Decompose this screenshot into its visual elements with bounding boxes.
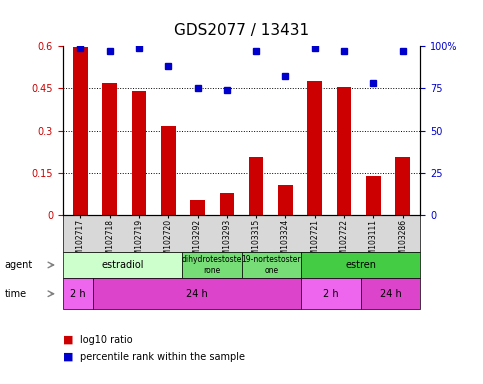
Bar [307, 81, 322, 215]
Text: percentile rank within the sample: percentile rank within the sample [80, 352, 245, 362]
Text: estren: estren [345, 260, 376, 270]
Bar [278, 185, 293, 215]
Text: 19-nortestoster
one: 19-nortestoster one [242, 255, 301, 275]
Bar [102, 83, 117, 215]
Bar [395, 157, 410, 215]
Text: 24 h: 24 h [186, 289, 208, 299]
Bar [220, 192, 234, 215]
Text: agent: agent [5, 260, 33, 270]
Text: dihydrotestoste
rone: dihydrotestoste rone [182, 255, 242, 275]
Bar [190, 200, 205, 215]
Bar [161, 126, 176, 215]
Bar [132, 91, 146, 215]
Text: GDS2077 / 13431: GDS2077 / 13431 [174, 23, 309, 38]
Text: ■: ■ [63, 352, 73, 362]
Text: 24 h: 24 h [380, 289, 401, 299]
Text: ■: ■ [63, 335, 73, 345]
Bar [366, 175, 381, 215]
Text: time: time [5, 289, 27, 299]
Text: 2 h: 2 h [323, 289, 339, 299]
Bar [337, 87, 351, 215]
Text: estradiol: estradiol [101, 260, 143, 270]
Bar [249, 157, 263, 215]
Text: log10 ratio: log10 ratio [80, 335, 132, 345]
Bar [73, 48, 88, 215]
Text: 2 h: 2 h [70, 289, 85, 299]
